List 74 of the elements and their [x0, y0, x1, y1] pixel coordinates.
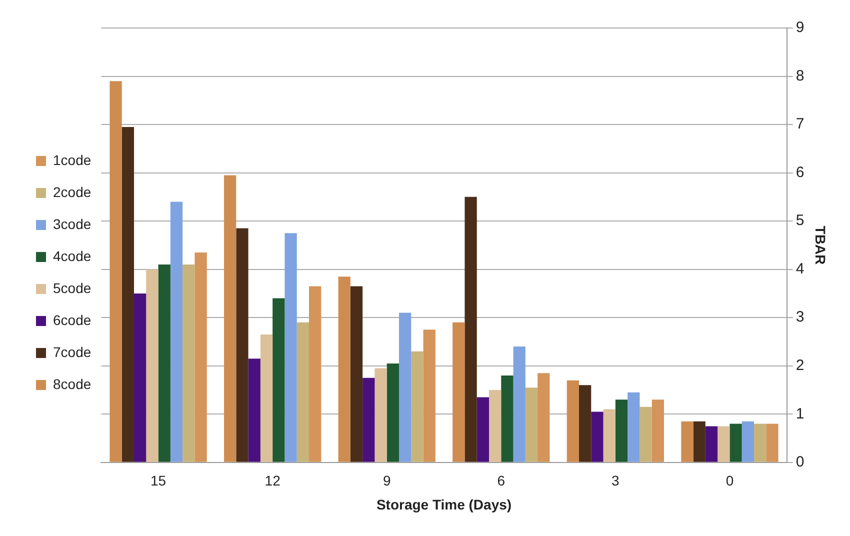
bar [489, 390, 502, 462]
bar [640, 406, 652, 462]
bar [742, 421, 754, 462]
x-tick-label: 3 [612, 472, 620, 489]
bar [513, 346, 526, 462]
y-tick-label: 2 [796, 357, 804, 374]
y-tick-label: 6 [796, 164, 804, 181]
bar [579, 385, 592, 462]
x-tick-label: 12 [264, 472, 281, 489]
bar [591, 412, 604, 462]
y-tick-label: 0 [796, 454, 804, 471]
bar [476, 397, 489, 462]
bar [399, 312, 412, 462]
bar [754, 424, 766, 462]
bar [452, 322, 465, 462]
bar [603, 409, 616, 462]
bar [248, 358, 260, 462]
bar [718, 426, 730, 462]
bar [170, 202, 183, 462]
bar [693, 421, 706, 462]
y-axis-title: TBAR [812, 226, 829, 265]
legend-label: 7code [53, 344, 92, 360]
bar [146, 269, 158, 462]
bar [309, 286, 322, 462]
y-tick-label: 9 [796, 19, 804, 36]
legend-label: 8code [53, 376, 92, 392]
y-tick-label: 3 [796, 308, 804, 326]
bar [652, 400, 664, 462]
bar [374, 368, 387, 462]
y-tick-label: 7 [796, 116, 804, 133]
bar [194, 252, 207, 462]
y-tick-label: 5 [796, 212, 804, 230]
y-tick-label: 1 [796, 405, 804, 422]
bar [766, 424, 778, 462]
x-axis-title: Storage Time (Days) [376, 496, 512, 512]
legend-label: 5code [53, 280, 92, 296]
bar [386, 363, 399, 462]
bar [158, 264, 170, 462]
x-tick-label: 6 [497, 472, 506, 489]
bar [538, 373, 550, 462]
bar [705, 426, 718, 462]
legend-label: 2code [53, 184, 92, 200]
bar [338, 276, 350, 462]
bar [296, 322, 309, 462]
bar [134, 293, 146, 462]
bar [628, 392, 640, 462]
bar [730, 424, 742, 462]
bar [122, 126, 134, 462]
bar [464, 196, 477, 462]
bar [224, 175, 236, 462]
x-tick-label: 15 [150, 472, 166, 489]
y-tick-label: 4 [796, 260, 804, 278]
bar [272, 298, 285, 462]
bar [350, 286, 363, 462]
bar [236, 228, 248, 462]
bar [260, 334, 273, 462]
x-tick-label: 0 [726, 472, 734, 489]
bar [501, 376, 514, 462]
bar [411, 351, 424, 462]
bar [615, 400, 628, 462]
y-tick-label: 8 [796, 67, 804, 84]
bar [525, 388, 538, 462]
bar [182, 264, 195, 462]
legend-label: 1code [53, 152, 92, 168]
bar [681, 421, 694, 462]
bar [566, 380, 579, 462]
bar [362, 378, 375, 462]
legend-label: 3code [53, 216, 92, 232]
bar [284, 233, 297, 462]
legend-label: 6code [53, 312, 92, 328]
bar [423, 330, 436, 462]
x-tick-label: 9 [382, 472, 391, 489]
legend-label: 4code [53, 248, 92, 264]
bar [110, 81, 122, 462]
